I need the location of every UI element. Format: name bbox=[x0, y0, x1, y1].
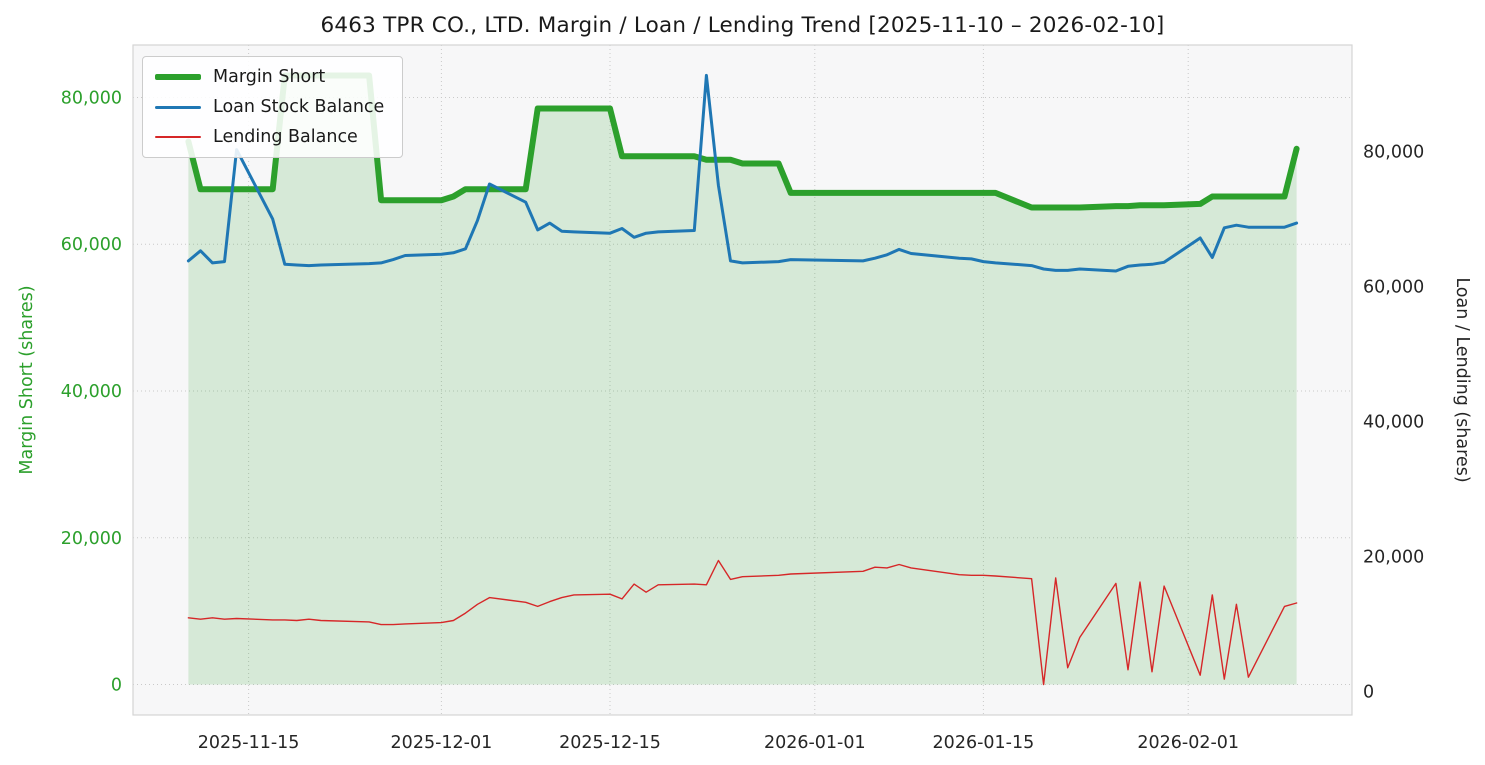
chart-title: 6463 TPR CO., LTD. Margin / Loan / Lendi… bbox=[320, 13, 1165, 38]
y-tick-label-right: 60,000 bbox=[1363, 278, 1424, 298]
loan-stock-balance-line bbox=[186, 73, 1299, 273]
legend-item-loan-stock-balance: Loan Stock Balance bbox=[155, 97, 384, 117]
x-tick-label: 2025-11-15 bbox=[198, 733, 300, 753]
x-tick-label: 2025-12-15 bbox=[559, 733, 661, 753]
y-tick-label-right: 0 bbox=[1363, 682, 1374, 702]
x-tick-label: 2026-01-01 bbox=[764, 733, 866, 753]
legend-label: Lending Balance bbox=[213, 127, 358, 147]
legend-item-margin-short: Margin Short bbox=[155, 67, 384, 87]
legend-label: Loan Stock Balance bbox=[213, 97, 385, 117]
y-tick-label-right: 20,000 bbox=[1363, 547, 1424, 567]
y-tick-label-left: 80,000 bbox=[61, 89, 122, 109]
legend-item-lending-balance: Lending Balance bbox=[155, 127, 384, 147]
plot-frame bbox=[132, 44, 1353, 716]
loan-stock-balance-line-swatch bbox=[155, 105, 201, 109]
y-tick-label-left: 20,000 bbox=[61, 529, 122, 549]
x-tick-label: 2026-01-15 bbox=[933, 733, 1035, 753]
y-tick-label-left: 40,000 bbox=[61, 382, 122, 402]
y-tick-label-left: 0 bbox=[111, 676, 122, 696]
y-tick-label-right: 40,000 bbox=[1363, 413, 1424, 433]
margin-short-line-swatch bbox=[155, 74, 201, 80]
x-tick-label: 2025-12-01 bbox=[391, 733, 493, 753]
legend-label: Margin Short bbox=[213, 67, 326, 87]
y-tick-label-right: 80,000 bbox=[1363, 143, 1424, 163]
y-tick-label-left: 60,000 bbox=[61, 235, 122, 255]
margin-short-area bbox=[188, 75, 1297, 685]
x-tick-label: 2026-02-01 bbox=[1137, 733, 1239, 753]
lending-balance-line bbox=[187, 559, 1298, 686]
legend: Margin Short Loan Stock Balance Lending … bbox=[142, 56, 404, 158]
left-axis-label: Margin Short (shares) bbox=[17, 285, 37, 475]
right-axis-label: Loan / Lending (shares) bbox=[1452, 277, 1472, 483]
lending-balance-line-swatch bbox=[155, 136, 201, 138]
